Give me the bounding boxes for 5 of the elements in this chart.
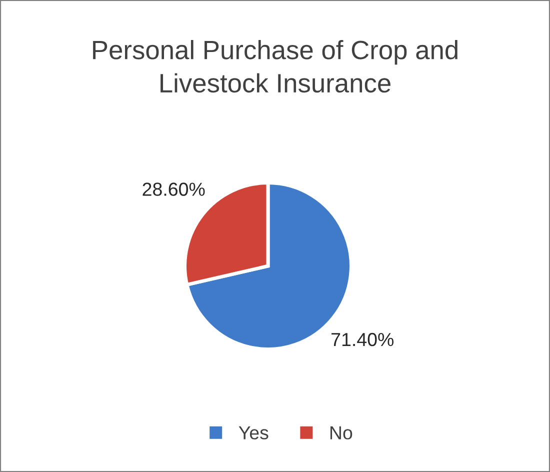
data-label: 28.60% bbox=[142, 182, 205, 196]
legend-label: No bbox=[330, 426, 352, 440]
chart-title: Personal Purchase of Crop and Livestock Insurance bbox=[93, 40, 458, 93]
legend-label: Yes bbox=[238, 426, 268, 440]
data-label: 71.40% bbox=[332, 332, 394, 346]
